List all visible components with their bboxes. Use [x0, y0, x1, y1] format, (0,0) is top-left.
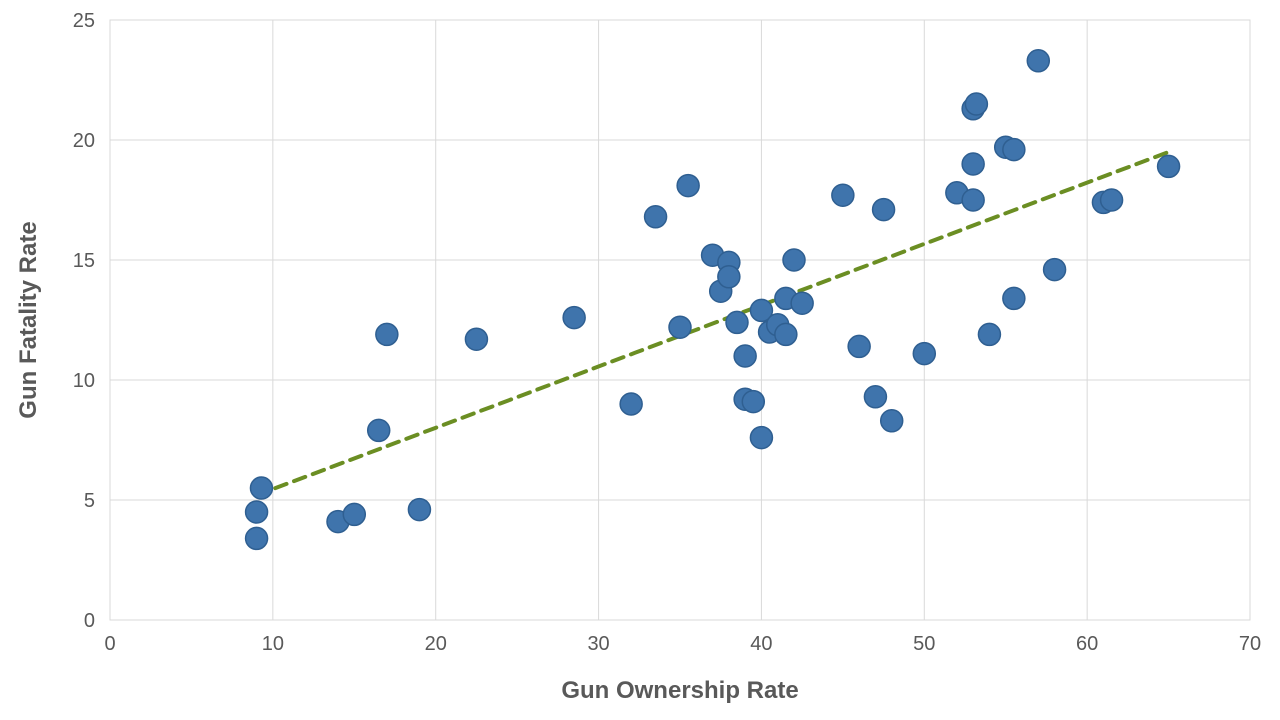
data-point [750, 427, 772, 449]
data-point [645, 206, 667, 228]
x-axis-label: Gun Ownership Rate [561, 677, 798, 704]
data-point [881, 410, 903, 432]
data-point [848, 335, 870, 357]
data-point [246, 527, 268, 549]
x-tick-label: 20 [425, 633, 447, 655]
x-tick-label: 40 [750, 633, 772, 655]
data-point [563, 307, 585, 329]
x-tick-label: 70 [1239, 633, 1261, 655]
y-tick-label: 10 [73, 370, 95, 392]
chart-svg: 0 10 20 30 40 50 60 70 0 5 10 15 20 25 Gun Ownership R… [0, 0, 1280, 720]
data-point [734, 345, 756, 367]
y-tick-label: 25 [73, 10, 95, 32]
x-tick-label: 50 [913, 633, 935, 655]
data-point [726, 311, 748, 333]
data-point [965, 93, 987, 115]
data-point [246, 501, 268, 523]
data-point [1003, 139, 1025, 161]
data-point [832, 184, 854, 206]
data-point [620, 393, 642, 415]
y-tick-label: 5 [84, 490, 95, 512]
data-point [677, 175, 699, 197]
data-point [408, 499, 430, 521]
x-tick-label: 0 [104, 633, 115, 655]
data-point [913, 343, 935, 365]
data-point [465, 328, 487, 350]
data-point [962, 153, 984, 175]
data-point [1101, 189, 1123, 211]
y-tick-label: 0 [84, 610, 95, 632]
data-point [1044, 259, 1066, 281]
data-point [1003, 287, 1025, 309]
data-point [742, 391, 764, 413]
data-point [669, 316, 691, 338]
x-tick-label: 30 [587, 633, 609, 655]
data-point [368, 419, 390, 441]
data-point [978, 323, 1000, 345]
data-point [962, 189, 984, 211]
data-point [376, 323, 398, 345]
y-tick-label: 15 [73, 250, 95, 272]
data-point [783, 249, 805, 271]
y-tick-label: 20 [73, 130, 95, 152]
data-point [718, 266, 740, 288]
data-point [864, 386, 886, 408]
data-point [1027, 50, 1049, 72]
x-tick-label: 10 [262, 633, 284, 655]
data-point [343, 503, 365, 525]
x-tick-label: 60 [1076, 633, 1098, 655]
data-point [873, 199, 895, 221]
data-point [791, 292, 813, 314]
y-axis-label: Gun Fatality Rate [15, 221, 42, 418]
data-point [775, 323, 797, 345]
data-point [250, 477, 272, 499]
scatter-chart: 0 10 20 30 40 50 60 70 0 5 10 15 20 25 Gun Ownership R… [0, 0, 1280, 720]
data-point [1158, 155, 1180, 177]
